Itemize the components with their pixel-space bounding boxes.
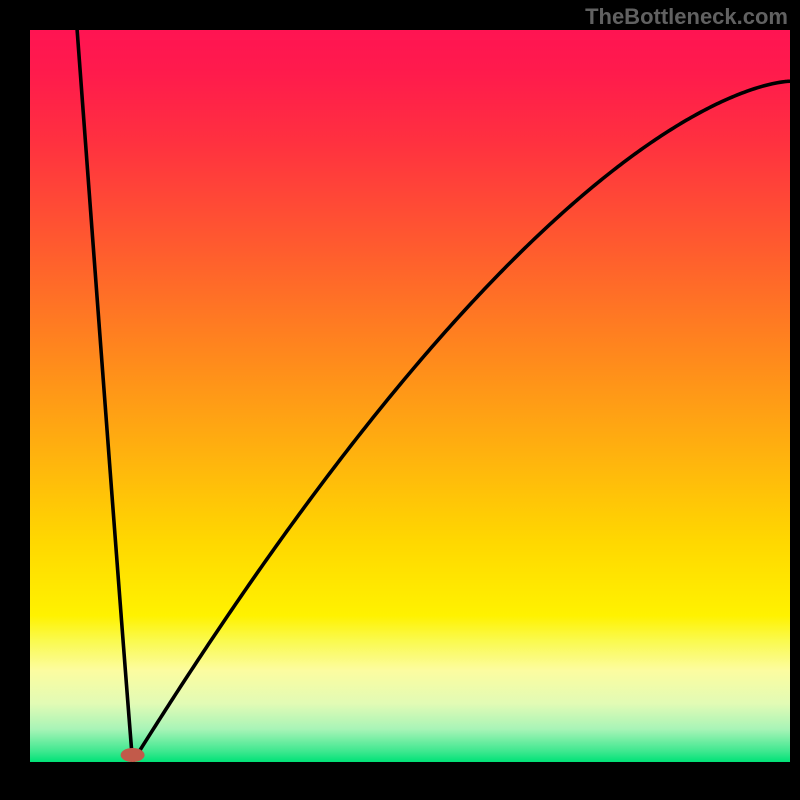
chart-svg bbox=[0, 0, 800, 800]
bottleneck-chart: TheBottleneck.com bbox=[0, 0, 800, 800]
attribution-label: TheBottleneck.com bbox=[585, 4, 788, 30]
vertex-marker bbox=[121, 748, 145, 762]
